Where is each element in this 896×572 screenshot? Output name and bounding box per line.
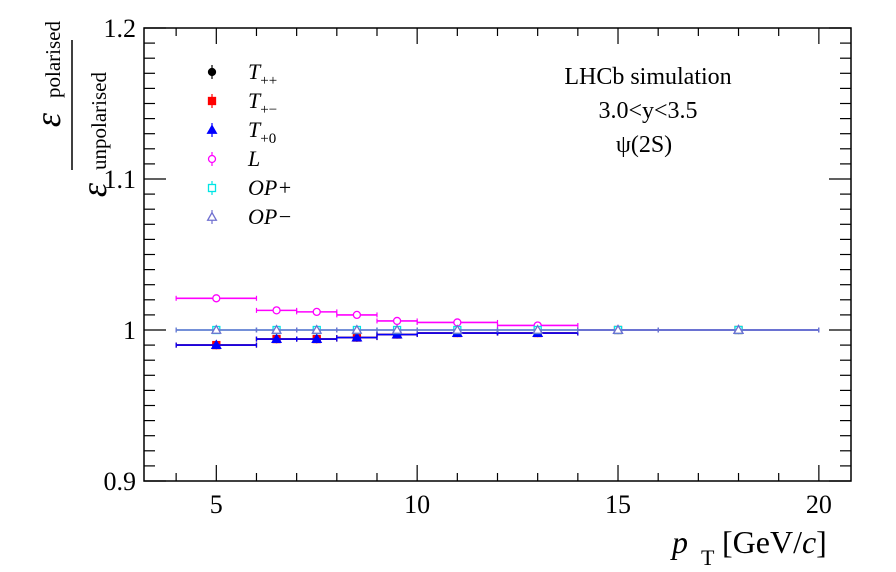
data-point [392, 316, 402, 326]
legend-entry: T+− [207, 88, 277, 118]
y-axis-label: ε polarised ε unpolarised [28, 21, 114, 198]
legend-marker [207, 96, 217, 106]
legend-label: L [247, 146, 260, 171]
y-label-denominator-sub: unpolarised [87, 72, 111, 170]
legend-entry: T+0 [206, 117, 276, 147]
x-tick-label: 5 [210, 490, 223, 519]
axis-ticks: 5 10 15 20 0.9 1 1.1 1.2 [104, 14, 851, 519]
x-tick-label: 15 [605, 490, 631, 519]
legend-entry: T++ [207, 59, 277, 89]
data-point [351, 324, 363, 334]
y-tick-label: 0.9 [104, 467, 137, 496]
data-point [212, 294, 221, 303]
annotation-rapidity: 3.0<y<3.5 [598, 98, 697, 124]
data-point [391, 324, 403, 334]
legend-marker [206, 211, 218, 221]
legend-entry: L [207, 146, 260, 171]
y-label-numerator-symbol: ε [28, 112, 68, 127]
data-point [272, 306, 281, 315]
legend-label: OP+ [248, 175, 292, 200]
data-point [451, 324, 463, 334]
legend-marker [207, 67, 217, 77]
y-tick-label: 1.1 [104, 165, 137, 194]
data-point [311, 333, 323, 343]
legend-entry: OP+ [207, 175, 292, 200]
legend-label: T+− [248, 88, 277, 118]
legend-marker [207, 183, 217, 193]
legend-entry: OP− [206, 204, 292, 229]
data-point [271, 324, 283, 334]
x-tick-label: 20 [806, 490, 832, 519]
legend: T++T+−T+0L OP+ OP− [206, 59, 292, 229]
legend-marker [207, 154, 217, 164]
annotation-particle: ψ(2S) [616, 132, 672, 158]
y-tick-label: 1.2 [104, 14, 137, 43]
data-point [271, 333, 283, 343]
x-label-unit-close: ] [816, 524, 827, 560]
x-axis-label: p T [GeV/c] [670, 524, 827, 570]
legend-label: T+0 [248, 117, 276, 147]
data-point [210, 324, 222, 334]
data-point [733, 324, 745, 334]
x-label-unit: [GeV/c] [722, 524, 827, 560]
x-label-sub: T [701, 545, 715, 570]
x-tick-label: 10 [404, 490, 430, 519]
data-point [532, 324, 544, 334]
legend-label: T++ [248, 59, 277, 89]
y-tick-label: 1 [123, 316, 136, 345]
x-label-main: p [670, 524, 688, 560]
x-label-unit-c: c [802, 524, 816, 560]
data-point [351, 331, 363, 342]
annotation-block: LHCb simulation 3.0<y<3.5 ψ(2S) [564, 64, 731, 158]
data-point [612, 324, 624, 334]
data-marks [175, 294, 820, 350]
series-5 [175, 324, 820, 334]
data-point [210, 339, 222, 350]
data-point [352, 310, 362, 320]
legend-label: OP− [248, 204, 292, 229]
y-label-numerator-sub: polarised [41, 21, 65, 98]
y-label-denominator-symbol: ε [74, 182, 114, 197]
legend-marker [206, 124, 218, 134]
x-label-unit-text: [GeV/ [722, 524, 802, 560]
data-point [312, 307, 321, 317]
data-point [311, 324, 323, 334]
annotation-experiment: LHCb simulation [564, 64, 731, 90]
